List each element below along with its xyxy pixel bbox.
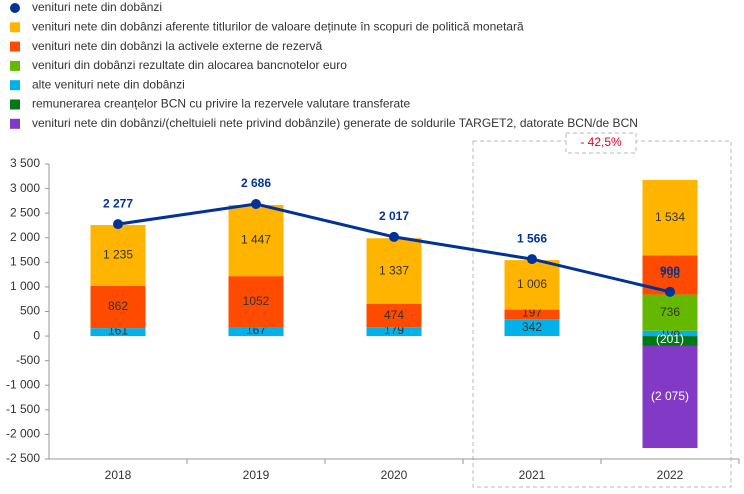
x-tick-label: 2021 bbox=[519, 468, 546, 482]
bar-segment bbox=[642, 330, 698, 337]
legend-label: venituri nete din dobânzi la activele ex… bbox=[32, 39, 323, 53]
bar-segment bbox=[366, 238, 422, 304]
y-tick-label: 2 500 bbox=[10, 205, 40, 219]
bar-segment bbox=[90, 225, 146, 286]
bar-segment bbox=[642, 179, 698, 256]
data-label: (201) bbox=[656, 332, 684, 346]
y-tick-label: -500 bbox=[16, 353, 40, 367]
data-label: 862 bbox=[108, 299, 128, 313]
bar-segment bbox=[504, 309, 560, 320]
line-label: 2 277 bbox=[103, 196, 133, 210]
legend-marker bbox=[10, 22, 20, 33]
line-point bbox=[113, 219, 123, 230]
y-tick-label: 0 bbox=[33, 328, 40, 342]
legend-marker bbox=[10, 118, 20, 129]
bar-segment bbox=[642, 294, 698, 331]
data-label: (2 075) bbox=[651, 389, 689, 403]
data-label: 798 bbox=[660, 267, 680, 281]
bar-segment bbox=[366, 303, 422, 328]
line-point bbox=[389, 231, 399, 242]
y-tick-label: -2 000 bbox=[6, 427, 40, 441]
data-label: 1 447 bbox=[241, 233, 271, 247]
x-tick-label: 2022 bbox=[657, 468, 684, 482]
y-tick-label: -2 500 bbox=[6, 451, 40, 465]
legend-label: remunerarea creanțelor BCN cu privire la… bbox=[32, 97, 410, 111]
legend-label: venituri din dobânzi rezultate din aloca… bbox=[32, 58, 347, 72]
line-label: 900 bbox=[660, 264, 680, 278]
data-label: 1052 bbox=[243, 294, 270, 308]
bar-segment bbox=[504, 319, 560, 337]
x-tick-label: 2020 bbox=[381, 468, 408, 482]
data-label: 1 006 bbox=[517, 277, 547, 291]
legend-label: venituri nete din dobânzi aferente titlu… bbox=[32, 19, 524, 33]
legend-label: alte venituri nete din dobânzi bbox=[32, 77, 185, 91]
legend-marker bbox=[10, 3, 20, 13]
line-point bbox=[665, 286, 675, 297]
line-point bbox=[527, 254, 537, 265]
legend-marker bbox=[10, 99, 20, 110]
bar-segment bbox=[90, 285, 146, 329]
y-tick-label: 1 000 bbox=[10, 279, 40, 293]
legend-label: venituri nete din dobânzi bbox=[32, 0, 162, 14]
line-point bbox=[251, 199, 261, 210]
data-label: 474 bbox=[384, 308, 404, 322]
x-tick-label: 2018 bbox=[105, 468, 132, 482]
bar-segment bbox=[90, 328, 146, 337]
legend-marker bbox=[10, 60, 20, 71]
annotation-box bbox=[565, 132, 637, 154]
y-tick-label: 1 500 bbox=[10, 255, 40, 269]
legend-marker bbox=[10, 41, 20, 52]
bar-segment bbox=[366, 327, 422, 337]
y-tick-label: 500 bbox=[20, 304, 40, 318]
y-tick-label: 3 000 bbox=[10, 181, 40, 195]
bar-segment bbox=[228, 327, 284, 337]
line-label: 2 017 bbox=[379, 209, 409, 223]
data-label: 1 534 bbox=[655, 210, 685, 224]
y-tick-label: 2 000 bbox=[10, 230, 40, 244]
data-label: 736 bbox=[660, 305, 680, 319]
line-label: 1 566 bbox=[517, 231, 547, 245]
bar-segment bbox=[504, 260, 560, 310]
y-tick-label: -1 500 bbox=[6, 402, 40, 416]
line-label: 2 686 bbox=[241, 176, 271, 190]
bar-segment bbox=[642, 345, 698, 448]
data-label: 1 235 bbox=[103, 248, 133, 262]
data-label: 1 337 bbox=[379, 263, 409, 277]
bar-segment bbox=[642, 336, 698, 346]
y-tick-label: 3 500 bbox=[10, 156, 40, 170]
bar-segment bbox=[228, 205, 284, 277]
x-tick-label: 2019 bbox=[243, 468, 270, 482]
legend-marker bbox=[10, 80, 20, 91]
legend-label: venituri nete din dobânzi/(cheltuieli ne… bbox=[32, 116, 638, 130]
annotation: - 42,5% bbox=[580, 135, 622, 149]
y-tick-label: -1 000 bbox=[6, 377, 40, 391]
data-label: 342 bbox=[522, 320, 542, 334]
bar-segment bbox=[228, 276, 284, 328]
